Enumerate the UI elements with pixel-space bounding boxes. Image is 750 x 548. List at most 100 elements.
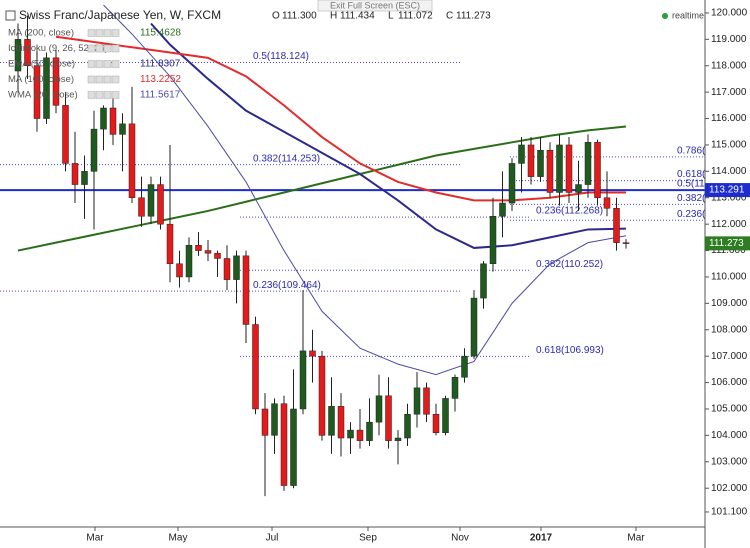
- indicator-value: 111.8307: [140, 59, 181, 70]
- candle-body: [613, 208, 620, 243]
- ohlc-key: C: [446, 11, 453, 22]
- fib-label: 0.618(106.993): [536, 345, 604, 356]
- candle-body: [62, 105, 69, 164]
- candle-body: [375, 395, 383, 423]
- indicator-button: [95, 91, 104, 99]
- y-tick-label: 119.000: [711, 34, 747, 45]
- y-tick-label: 112.000: [711, 219, 747, 230]
- candle-body: [128, 123, 136, 199]
- indicator-button: [103, 60, 112, 68]
- candle-body: [394, 437, 402, 441]
- last-price-tag: 111.273: [709, 238, 744, 249]
- indicator-button: [103, 44, 112, 53]
- y-tick-label: 109.000: [711, 298, 748, 309]
- indicator-button: [87, 29, 96, 37]
- candle-body: [565, 144, 573, 193]
- candle-body: [109, 107, 117, 135]
- indicator-value: 115.4628: [140, 28, 181, 39]
- indicator-name: MA (100, close): [8, 74, 74, 85]
- candle-body: [527, 144, 535, 177]
- ohlc-key: H: [330, 11, 337, 22]
- candle-body: [290, 408, 297, 486]
- indicator-line: [103, 4, 627, 376]
- candle-body: [404, 414, 411, 439]
- candle-body: [499, 202, 506, 217]
- candle-body: [451, 377, 459, 399]
- indicator-button: [111, 60, 120, 68]
- candle-body: [584, 142, 592, 185]
- y-tick-label: 113.000: [711, 192, 747, 203]
- y-tick-label: 111.000: [711, 245, 746, 256]
- y-tick-label: 117.000: [711, 87, 747, 98]
- x-tick-label: Sep: [359, 533, 377, 544]
- candle-body: [252, 324, 259, 410]
- candle-body: [385, 395, 392, 441]
- indicator-name: EMA (50, close): [8, 59, 75, 70]
- candle-body: [356, 429, 364, 441]
- candle-body: [71, 163, 79, 185]
- exit-label[interactable]: Exit Full Screen (ESC): [330, 0, 420, 10]
- y-tick-label: 120.000: [711, 8, 748, 19]
- candle-body: [33, 65, 41, 119]
- candle-body: [176, 263, 183, 278]
- candle-body: [233, 255, 240, 280]
- candle-body: [603, 197, 611, 209]
- candle-body: [81, 171, 88, 185]
- y-tick-label: 106.000: [711, 377, 748, 388]
- x-tick-label: Mar: [86, 533, 104, 544]
- overlay: Exit Full Screen (ESC) Swiss Franc/Japan…: [5, 0, 704, 22]
- candle-body: [299, 350, 307, 410]
- candle-body: [138, 197, 145, 217]
- indicator-button: [111, 75, 120, 84]
- indicator-button: [103, 91, 112, 99]
- candle-body: [575, 184, 582, 193]
- indicator-name: MA (200, close): [8, 28, 74, 39]
- indicator-button: [95, 44, 104, 53]
- y-tick-label: 108.000: [711, 324, 748, 335]
- fib-label: 0.5(118.124): [253, 51, 309, 62]
- fib-label: 0.236(112.268): [536, 206, 603, 217]
- indicator-button: [111, 91, 120, 99]
- ohlc-value: 111.300: [282, 11, 317, 22]
- ohlc-key: O: [272, 11, 280, 22]
- candle-body: [556, 144, 563, 193]
- y-tick-label: 115.000: [711, 140, 747, 151]
- candle-body: [366, 421, 373, 441]
- ohlc-key: L: [388, 11, 394, 22]
- fib-label: 0.382(110.252): [536, 259, 603, 270]
- candle-body: [214, 252, 221, 259]
- candle-body: [318, 355, 326, 436]
- y-tick-label: 114.000: [711, 166, 747, 177]
- fib-label: 0.5(113.29: [677, 179, 725, 190]
- x-tick-label: Jul: [266, 533, 279, 544]
- candle-body: [52, 57, 60, 106]
- exit-button[interactable]: [317, 0, 433, 12]
- y-tick-label: 103.000: [711, 456, 748, 467]
- indicator-value: 111.5617: [140, 90, 181, 101]
- indicator-name: Ichimoku (9, 26, 52, 26): [8, 43, 108, 54]
- fib-label: 0.236(109.464): [253, 280, 321, 291]
- indicator-button: [87, 91, 96, 99]
- candle-body: [537, 149, 544, 177]
- candle-body: [14, 39, 22, 72]
- last-price-tag-box: [705, 236, 750, 251]
- y-tick-label: 118.000: [711, 60, 747, 71]
- y-tick-label: 110.000: [711, 272, 747, 283]
- x-tick-label: Nov: [451, 533, 469, 544]
- candle-body: [309, 350, 316, 357]
- fib-label: 0.382(114.253): [253, 153, 320, 164]
- price-axis: [705, 0, 750, 548]
- indicator-line: [17, 125, 627, 252]
- y-tick-label: 107.000: [711, 351, 748, 362]
- candle-body: [347, 429, 354, 439]
- candle-body: [622, 242, 630, 244]
- fib-label: 0.382(112.7: [677, 193, 730, 204]
- candle-body: [594, 142, 601, 199]
- candle-body: [432, 414, 440, 433]
- indicator-button: [87, 44, 96, 53]
- hline-price-tag-box: [705, 183, 750, 198]
- ohlc-value: 111.273: [456, 11, 491, 22]
- y-tick-label: 104.000: [711, 430, 748, 441]
